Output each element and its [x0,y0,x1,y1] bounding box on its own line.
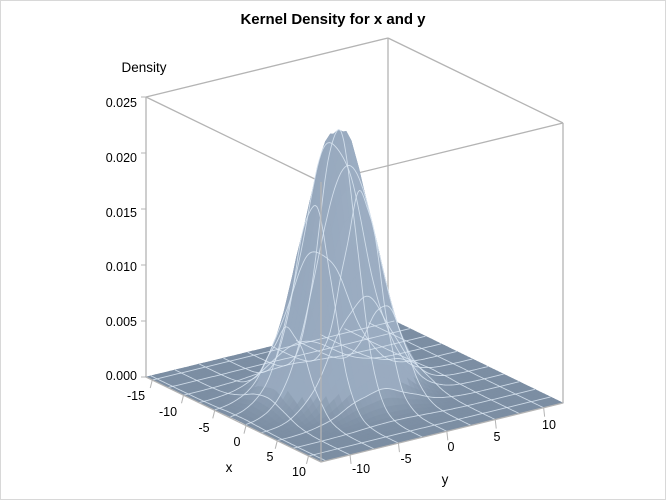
x-tick-label: -15 [127,389,145,403]
z-tick-label: 0.000 [106,369,137,383]
y-tick-label: 10 [542,418,556,432]
plot-box-back-edges [141,37,564,465]
y-axis-label: y [442,472,449,487]
y-tick-label: -5 [400,452,411,466]
chart-title: Kernel Density for x and y [240,11,426,28]
z-tick-label: 0.025 [106,96,137,110]
y-tick-label: 5 [494,430,501,444]
x-axis: -15 -10 -5 0 5 10 x [127,389,306,479]
x-tick-label: -5 [198,421,209,435]
z-tick-label: 0.005 [106,315,137,329]
x-tick-label: 5 [267,450,274,464]
z-tick-label: 0.015 [106,206,137,220]
x-tick-label: 0 [234,435,241,449]
density-surface [145,129,564,463]
y-tick-label: -10 [352,462,370,476]
z-axis: 0.025 0.020 0.015 0.010 0.005 0.000 [106,96,137,383]
plot-box-front-edges [145,182,564,463]
z-tick-label: 0.020 [106,151,137,165]
z-tick-label: 0.010 [106,260,137,274]
x-axis-label: x [226,460,233,475]
y-tick-label: 0 [448,440,455,454]
x-tick-label: 10 [292,465,306,479]
y-axis: -10 -5 0 5 10 y [352,418,556,487]
z-axis-label: Density [121,60,166,75]
x-tick-label: -10 [159,405,177,419]
